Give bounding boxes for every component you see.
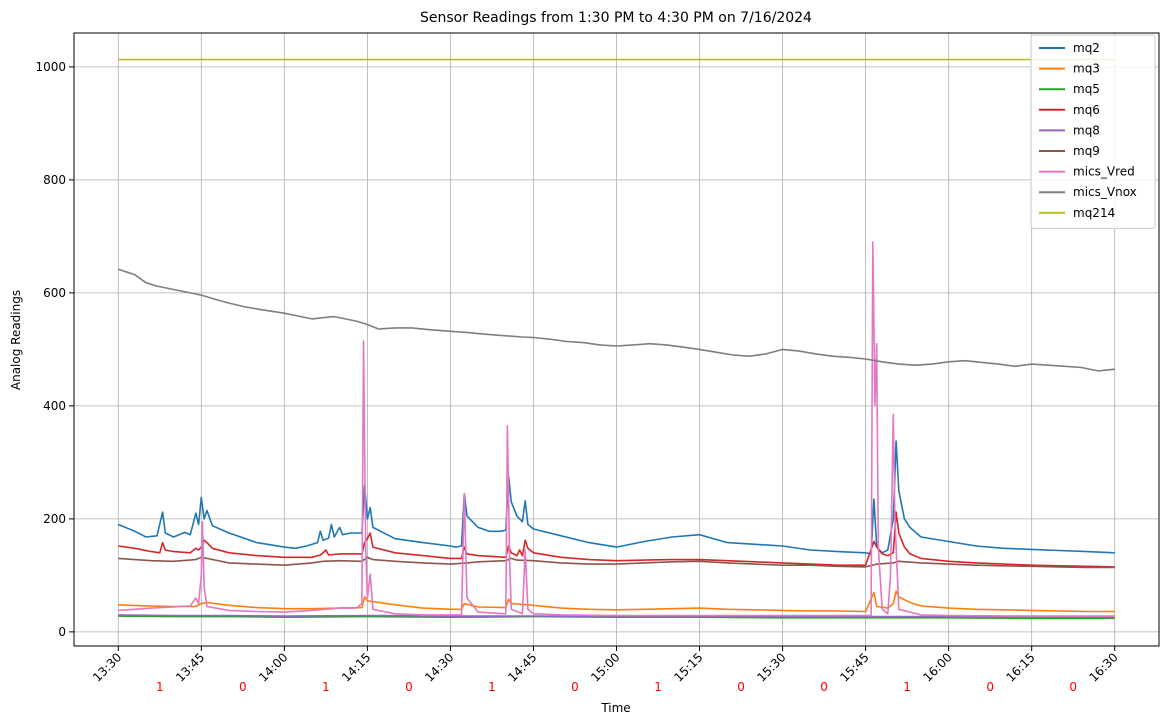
legend-label-mq6: mq6	[1073, 103, 1100, 117]
x-tick-label: 16:15	[1003, 650, 1037, 684]
legend-label-mq5: mq5	[1073, 82, 1100, 96]
x-tick-label: 14:15	[339, 650, 373, 684]
x-tick-label: 13:45	[173, 650, 207, 684]
x-tick-label: 13:30	[90, 650, 124, 684]
legend-label-mq8: mq8	[1073, 123, 1100, 137]
x-tick-label: 15:45	[837, 650, 871, 684]
x-tick-label: 14:45	[505, 650, 539, 684]
series-lines	[117, 58, 1115, 620]
y-tick-label: 800	[43, 173, 66, 187]
series-line-mq8	[118, 614, 1115, 618]
state-annotation: 0	[820, 680, 828, 694]
series-line-mq3	[118, 590, 1115, 613]
series-line-mics_Vnox	[118, 268, 1115, 372]
x-tick-label: 14:30	[422, 650, 456, 684]
y-tick-label: 1000	[35, 60, 66, 74]
legend-label-mq3: mq3	[1073, 62, 1100, 76]
series-line-mq2	[117, 440, 1115, 555]
series-line-mics_Vred	[118, 241, 1115, 617]
x-tick-label: 15:15	[671, 650, 705, 684]
state-annotation: 0	[1069, 680, 1077, 694]
state-annotation: 0	[405, 680, 413, 694]
state-annotation: 1	[488, 680, 496, 694]
state-annotation: 1	[654, 680, 662, 694]
legend-label-mics_Vred: mics_Vred	[1073, 165, 1135, 179]
state-annotation: 1	[903, 680, 911, 694]
state-annotation: 0	[571, 680, 579, 694]
x-tick-label: 14:00	[256, 650, 290, 684]
state-annotation: 1	[322, 680, 330, 694]
state-annotation: 0	[737, 680, 745, 694]
state-annotation: 0	[239, 680, 247, 694]
x-tick-label: 15:00	[588, 650, 622, 684]
y-tick-label: 600	[43, 286, 66, 300]
legend-label-mics_Vnox: mics_Vnox	[1073, 185, 1137, 199]
legend-label-mq9: mq9	[1073, 144, 1100, 158]
state-annotation: 0	[986, 680, 994, 694]
x-tick-label: 16:00	[920, 650, 954, 684]
legend-label-mq214: mq214	[1073, 206, 1115, 220]
marker-annotations: 1 0 1 0 1 0 1 0 0 1 0 0	[156, 680, 1077, 694]
chart-title: Sensor Readings from 1:30 PM to 4:30 PM …	[420, 10, 812, 26]
x-tick-label: 16:30	[1086, 650, 1120, 684]
x-axis-title: Time	[600, 701, 630, 715]
legend: mq2 mq3 mq5 mq6 mq8 mq9 mics_Vred mics_Vnox mq21…	[1030, 34, 1156, 229]
x-tick-label: 15:30	[754, 650, 788, 684]
y-axis-title: Analog Readings	[9, 290, 23, 390]
legend-label-mq2: mq2	[1073, 41, 1100, 55]
legend-box	[1030, 34, 1156, 229]
y-axis: 0 200 400 600 800 1000	[35, 60, 74, 639]
y-tick-label: 0	[58, 625, 66, 639]
x-axis: 13:30 13:45 14:00 14:15 14:30 14:45 15:00 15:15…	[90, 646, 1121, 685]
y-tick-label: 200	[43, 512, 66, 526]
y-tick-label: 400	[43, 399, 66, 413]
state-annotation: 1	[156, 680, 164, 694]
